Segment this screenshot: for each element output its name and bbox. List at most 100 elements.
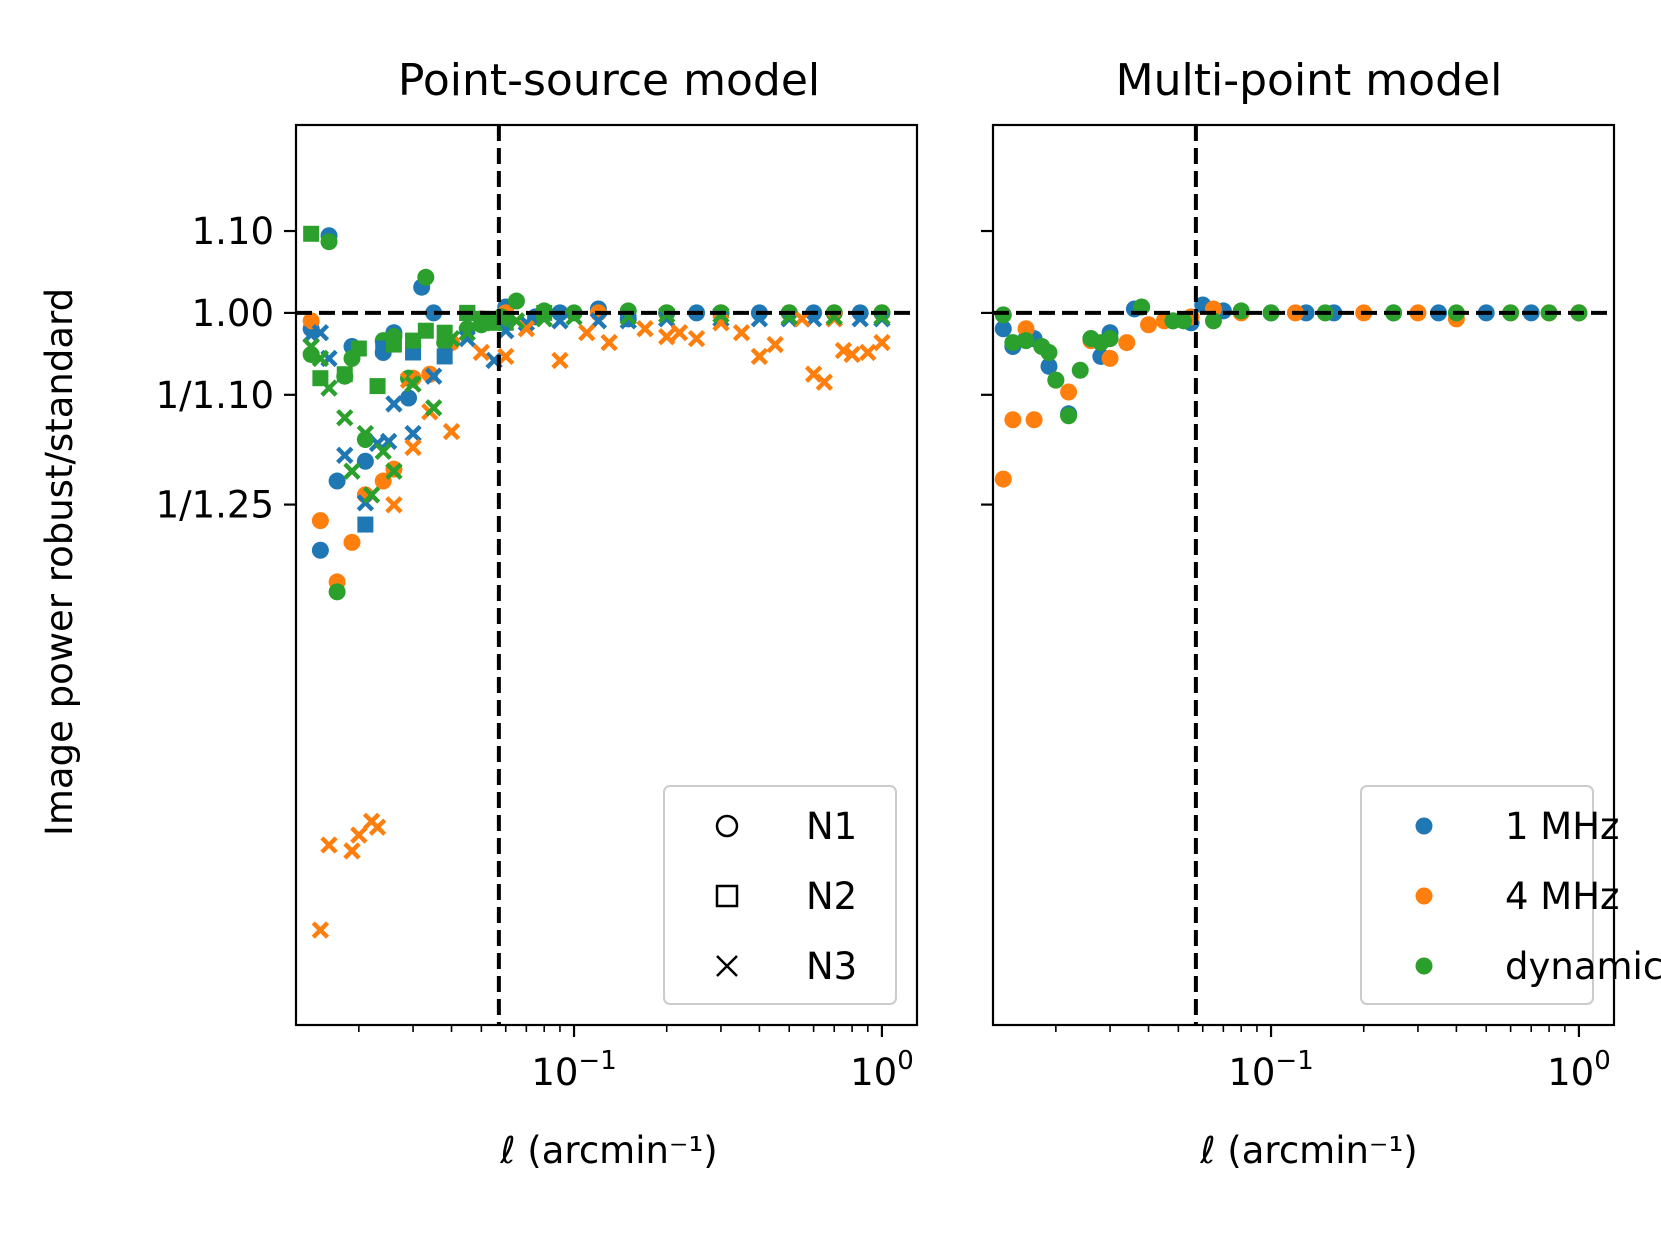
point-circle bbox=[356, 452, 374, 470]
point-circle bbox=[400, 389, 418, 407]
point-square bbox=[417, 322, 434, 339]
legend-label: N2 bbox=[806, 875, 857, 918]
point-cross bbox=[336, 409, 354, 427]
point-circle bbox=[1101, 349, 1119, 367]
point-circle bbox=[1060, 383, 1078, 401]
point-cross bbox=[385, 496, 403, 514]
point-cross bbox=[551, 312, 569, 330]
point-cross bbox=[336, 446, 354, 465]
point-cross bbox=[442, 422, 461, 441]
point-cross bbox=[404, 424, 422, 443]
legend-label: N3 bbox=[806, 945, 857, 988]
point-cross bbox=[311, 324, 330, 342]
x-axis-label: ℓ (arcmin⁻¹) bbox=[1199, 1129, 1417, 1172]
point-square bbox=[336, 366, 353, 383]
point-cross bbox=[619, 312, 637, 330]
point-cross bbox=[507, 312, 526, 330]
point-circle bbox=[1232, 302, 1250, 320]
point-circle bbox=[320, 233, 338, 251]
x-tick-label: 100 bbox=[1547, 1046, 1611, 1094]
point-cross bbox=[385, 462, 403, 480]
legend-label: 4 MHz bbox=[1505, 875, 1619, 918]
axes: 1.10 1.00 1/1.10 1/1.25 10−1 100 bbox=[156, 123, 919, 1094]
point-circle bbox=[311, 512, 329, 530]
y-axis-label: Image power robust/standard bbox=[38, 288, 81, 836]
y-tick-label: 1/1.10 bbox=[156, 374, 274, 417]
point-cross bbox=[368, 818, 387, 836]
point-cross bbox=[320, 379, 338, 397]
point-circle bbox=[994, 470, 1012, 488]
legend-box bbox=[1360, 785, 1594, 1005]
point-circle bbox=[343, 533, 361, 551]
point-cross bbox=[578, 324, 596, 342]
legend-label: dynamic bbox=[1505, 945, 1661, 988]
x-axis-label: ℓ (arcmin⁻¹) bbox=[499, 1129, 717, 1172]
point-cross bbox=[424, 399, 443, 417]
point-circle bbox=[1040, 343, 1058, 361]
panel-title: Point-source model bbox=[398, 55, 820, 106]
point-cross bbox=[458, 329, 476, 348]
y-tick-label: 1.00 bbox=[192, 292, 274, 335]
point-circle bbox=[417, 268, 435, 286]
point-circle bbox=[1025, 411, 1043, 429]
point-circle bbox=[328, 472, 346, 490]
point-square bbox=[405, 332, 422, 349]
point-cross bbox=[766, 335, 784, 354]
point-circle bbox=[1047, 371, 1065, 389]
point-cross bbox=[472, 343, 491, 362]
point-circle bbox=[1017, 320, 1035, 338]
point-circle bbox=[425, 304, 443, 322]
point-circle bbox=[994, 320, 1012, 338]
point-cross bbox=[311, 349, 330, 368]
point-circle bbox=[1060, 407, 1078, 425]
point-circle bbox=[1071, 361, 1089, 379]
point-cross bbox=[873, 333, 891, 352]
point-cross bbox=[379, 432, 398, 451]
point-square bbox=[385, 336, 402, 353]
point-cross bbox=[442, 329, 461, 348]
point-circle bbox=[1140, 316, 1158, 334]
point-cross bbox=[404, 438, 422, 457]
legend: N1 N2 N3 bbox=[663, 785, 897, 1005]
point-circle bbox=[1204, 312, 1222, 330]
legend-item: 4 MHz bbox=[1415, 875, 1619, 918]
point-cross bbox=[404, 375, 422, 393]
point-circle bbox=[1004, 334, 1022, 352]
point-cross bbox=[859, 343, 877, 362]
panel-title: Multi-point model bbox=[1116, 55, 1503, 106]
point-square bbox=[303, 225, 320, 242]
point-cross bbox=[350, 826, 368, 844]
data-points bbox=[302, 225, 891, 939]
point-circle bbox=[328, 583, 346, 601]
point-square bbox=[369, 378, 386, 395]
point-cross bbox=[732, 324, 751, 342]
point-cross bbox=[374, 442, 392, 461]
legend-marker-cross bbox=[716, 955, 738, 977]
y-tick-label: 1.10 bbox=[192, 210, 274, 253]
point-cross bbox=[843, 345, 861, 364]
point-circle bbox=[1175, 312, 1193, 330]
point-cross bbox=[497, 347, 515, 366]
reference-lines bbox=[296, 125, 917, 1025]
point-circle bbox=[1017, 332, 1035, 350]
point-cross bbox=[320, 836, 338, 854]
legend-item: N1 bbox=[715, 805, 857, 848]
x-tick-label: 10−1 bbox=[1228, 1046, 1313, 1094]
legend-label: 1 MHz bbox=[1505, 805, 1619, 848]
point-cross bbox=[551, 351, 569, 370]
legend-item: N2 bbox=[715, 875, 857, 918]
point-square bbox=[357, 516, 374, 533]
point-cross bbox=[600, 333, 618, 352]
point-cross bbox=[658, 327, 676, 346]
point-cross bbox=[424, 367, 443, 385]
x-tick-label: 100 bbox=[850, 1046, 914, 1094]
legend-marker-circle bbox=[1415, 887, 1433, 905]
legend-marker-circle bbox=[1415, 817, 1433, 835]
legend-box bbox=[663, 785, 897, 1005]
point-cross bbox=[362, 486, 381, 504]
legend-marker-circle bbox=[715, 814, 739, 838]
plot-area bbox=[296, 125, 917, 1025]
point-cross bbox=[343, 842, 361, 860]
point-cross bbox=[311, 921, 330, 939]
